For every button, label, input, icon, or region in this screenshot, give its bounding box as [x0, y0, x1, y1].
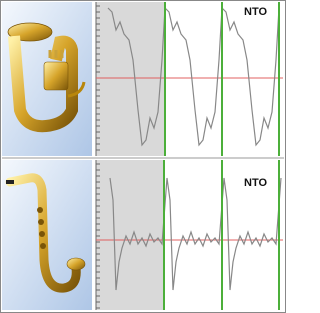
bottom-panel: NTO — [2, 160, 283, 310]
page: NTO NTO (() => { const data = JSON.parse… — [0, 0, 286, 313]
highlight-region — [96, 2, 165, 156]
panel-label: NTO — [244, 6, 267, 18]
figure: NTO NTO — [0, 0, 286, 313]
panel-label: NTO — [244, 177, 267, 189]
top-panel: NTO — [2, 2, 283, 156]
highlight-region — [96, 160, 164, 310]
